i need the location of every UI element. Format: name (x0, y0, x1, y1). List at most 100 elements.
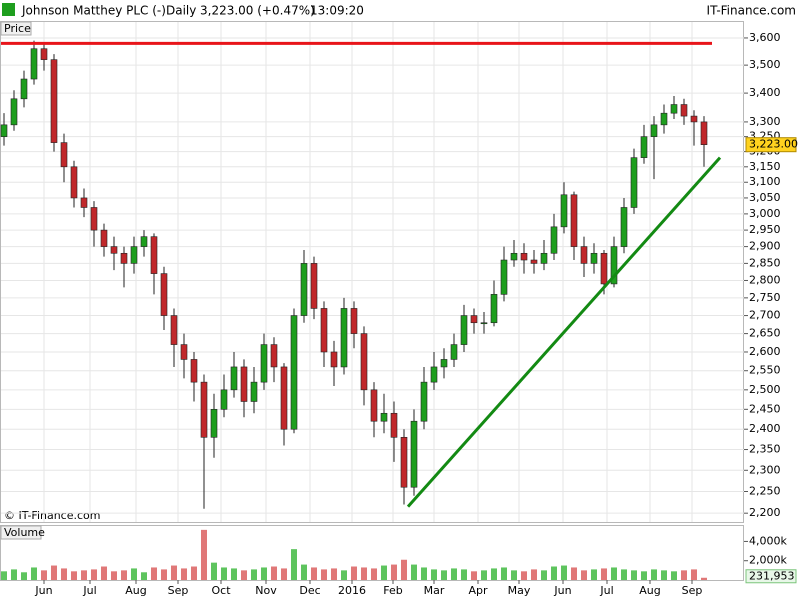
candle-body (360, 333, 368, 391)
candle-body (240, 366, 248, 402)
candle-body (430, 366, 438, 383)
y-tick-label: 3,150 (749, 160, 781, 173)
candle-body (560, 194, 568, 228)
last-price-box (745, 137, 797, 153)
volume-bar (331, 568, 337, 580)
candle-body (570, 194, 578, 247)
status-icon (2, 3, 15, 16)
candle-body (50, 59, 58, 143)
candle-body (440, 359, 448, 368)
panel-label: Volume (4, 526, 45, 539)
volume-bar (251, 569, 257, 580)
y-tick-label: 2,850 (749, 256, 781, 269)
candle-body (230, 366, 238, 391)
candle-body (610, 246, 618, 285)
candle-body (250, 381, 258, 402)
candle-body (540, 252, 548, 264)
volume-bar (81, 570, 87, 580)
y-tick-label: 3,300 (749, 115, 781, 128)
candle-body (20, 78, 28, 100)
candle-body (40, 48, 48, 60)
volume-bar (201, 529, 207, 580)
volume-bar (441, 570, 447, 580)
volume-bar (651, 569, 657, 580)
candle-body (450, 344, 458, 360)
volume-bar (1, 571, 7, 580)
candle-body (580, 246, 588, 264)
candle-body (150, 236, 158, 274)
volume-bar (51, 565, 57, 580)
candle-body (190, 359, 198, 383)
y-tick-label: 2,700 (749, 309, 781, 322)
x-tick-label: Jul (82, 584, 96, 597)
volume-bar (581, 570, 587, 580)
x-tick-label: Apr (468, 584, 488, 597)
volume-bar (531, 569, 537, 580)
candle-body (210, 409, 218, 438)
panel-tab (0, 525, 42, 540)
volume-bar (111, 571, 117, 580)
x-tick-label: Aug (125, 584, 146, 597)
x-tick-label: Jun (553, 584, 571, 597)
candle-body (60, 142, 68, 168)
candle-body (200, 381, 208, 438)
volume-bar (271, 566, 277, 580)
volume-bar (621, 569, 627, 580)
volume-bar (571, 567, 577, 580)
candle-body (680, 104, 688, 117)
volume-bar (641, 571, 647, 580)
trend-line (406, 156, 722, 508)
candle-body (470, 315, 478, 324)
candle-body (490, 294, 498, 324)
y-tick-label: 2,250 (749, 485, 781, 498)
candle-body (290, 315, 298, 430)
volume-bar (501, 567, 507, 580)
volume-bar (701, 577, 707, 580)
y-tick-label: 2,950 (749, 223, 781, 236)
volume-bar (521, 571, 527, 580)
candle-body (620, 207, 628, 247)
volume-bar (31, 567, 37, 580)
x-tick-label: Aug (639, 584, 660, 597)
price-panel (0, 21, 744, 523)
volume-bar (661, 570, 667, 580)
candle-body (170, 315, 178, 345)
volume-bar (261, 567, 267, 580)
volume-bar (61, 568, 67, 580)
last-price-label: 3,223.00 (749, 138, 798, 151)
candle-body (220, 389, 228, 410)
candle-body (30, 48, 38, 80)
y-tick-label: 2,750 (749, 291, 781, 304)
candle-body (310, 263, 318, 309)
y-tick-label: 2,550 (749, 364, 781, 377)
volume-bar (171, 565, 177, 580)
volume-bar (101, 566, 107, 580)
x-tick-label: 2016 (338, 584, 366, 597)
volume-bar (181, 568, 187, 580)
y-tick-label: 2,900 (749, 240, 781, 253)
volume-bar (361, 567, 367, 580)
volume-bar (401, 559, 407, 580)
volume-bar (21, 572, 27, 580)
candle-body (80, 197, 88, 208)
candle-body (510, 252, 518, 261)
candle-body (650, 124, 658, 137)
panel-label: Price (4, 22, 31, 35)
candle-body (520, 252, 528, 261)
candle-body (100, 229, 108, 247)
candle-body (320, 308, 328, 353)
y-tick-label: 2,800 (749, 273, 781, 286)
x-tick-label: Nov (255, 584, 277, 597)
volume-bar (191, 566, 197, 580)
volume-bar (71, 571, 77, 580)
instrument-name: Johnson Matthey PLC (-) (21, 4, 166, 18)
candle-body (270, 344, 278, 368)
volume-bar (391, 564, 397, 580)
candle-body (660, 112, 668, 126)
volume-bar (161, 569, 167, 580)
header: Johnson Matthey PLC (-) Daily 3,223.00 (… (2, 3, 796, 18)
volume-bar (221, 567, 227, 580)
volume-bar (591, 569, 597, 580)
volume-bar (411, 564, 417, 580)
